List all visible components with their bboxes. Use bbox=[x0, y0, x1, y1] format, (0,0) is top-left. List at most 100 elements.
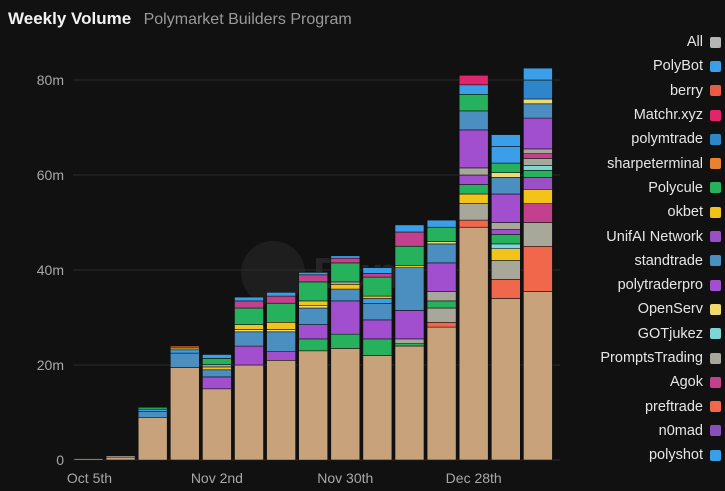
bar-segment[interactable] bbox=[490, 162, 521, 173]
bar-segment[interactable] bbox=[394, 224, 425, 233]
bar-segment[interactable] bbox=[330, 333, 361, 349]
bar-segment[interactable] bbox=[523, 203, 553, 223]
bar-segment[interactable] bbox=[105, 455, 136, 458]
legend-item[interactable]: berry bbox=[555, 79, 725, 103]
bar-stack[interactable] bbox=[362, 267, 393, 461]
bar-segment[interactable] bbox=[298, 338, 329, 352]
bar-segment[interactable] bbox=[458, 110, 489, 131]
bar-segment[interactable] bbox=[490, 243, 521, 249]
bar-segment[interactable] bbox=[362, 276, 393, 297]
bar-segment[interactable] bbox=[202, 376, 232, 390]
bar-stack[interactable] bbox=[105, 455, 136, 461]
bar-segment[interactable] bbox=[202, 388, 232, 461]
bar-segment[interactable] bbox=[523, 67, 553, 81]
bar-segment[interactable] bbox=[523, 153, 553, 159]
bar-segment[interactable] bbox=[490, 172, 521, 178]
bar-segment[interactable] bbox=[458, 167, 489, 176]
bar-segment[interactable] bbox=[394, 267, 425, 311]
bar-segment[interactable] bbox=[426, 326, 457, 461]
bar-segment[interactable] bbox=[426, 243, 457, 264]
legend-item[interactable]: PolyBot bbox=[555, 54, 725, 78]
legend-item[interactable]: preftrade bbox=[555, 394, 725, 418]
bar-segment[interactable] bbox=[490, 146, 521, 164]
bar-segment[interactable] bbox=[330, 281, 361, 285]
bar-segment[interactable] bbox=[266, 351, 296, 361]
bar-segment[interactable] bbox=[330, 348, 361, 461]
bar-segment[interactable] bbox=[137, 408, 168, 412]
legend-item[interactable]: All bbox=[555, 30, 725, 54]
bar-segment[interactable] bbox=[490, 279, 521, 299]
bar-segment[interactable] bbox=[523, 177, 553, 190]
bar-segment[interactable] bbox=[490, 193, 521, 223]
bar-stack[interactable] bbox=[266, 291, 296, 461]
bar-stack[interactable] bbox=[170, 345, 200, 461]
legend-item[interactable]: polymtrade bbox=[555, 127, 725, 151]
bar-segment[interactable] bbox=[234, 364, 264, 461]
bar-segment[interactable] bbox=[426, 291, 457, 302]
legend-item[interactable]: UnifAI Network bbox=[555, 224, 725, 248]
bar-segment[interactable] bbox=[234, 324, 264, 330]
bar-segment[interactable] bbox=[234, 331, 264, 347]
legend-item[interactable]: standtrade bbox=[555, 249, 725, 273]
bar-segment[interactable] bbox=[394, 246, 425, 266]
legend-item[interactable]: n0mad bbox=[555, 419, 725, 443]
bar-segment[interactable] bbox=[202, 358, 232, 365]
bar-segment[interactable] bbox=[266, 331, 296, 352]
bar-segment[interactable] bbox=[137, 411, 168, 418]
bar-segment[interactable] bbox=[202, 366, 232, 371]
bar-stack[interactable] bbox=[137, 406, 168, 461]
bar-stack[interactable] bbox=[458, 75, 489, 461]
bar-segment[interactable] bbox=[523, 291, 553, 461]
bar-segment[interactable] bbox=[266, 302, 296, 323]
bar-segment[interactable] bbox=[523, 117, 553, 150]
bar-segment[interactable] bbox=[426, 241, 457, 245]
bar-segment[interactable] bbox=[266, 329, 296, 333]
bar-segment[interactable] bbox=[170, 367, 200, 461]
bar-segment[interactable] bbox=[362, 302, 393, 321]
bar-segment[interactable] bbox=[234, 300, 264, 309]
bar-segment[interactable] bbox=[362, 319, 393, 340]
legend-item[interactable]: okbet bbox=[555, 200, 725, 224]
bar-segment[interactable] bbox=[105, 456, 136, 461]
bar-segment[interactable] bbox=[426, 307, 457, 323]
bar-segment[interactable] bbox=[330, 300, 361, 335]
bar-segment[interactable] bbox=[490, 298, 521, 461]
bar-stack[interactable] bbox=[298, 272, 329, 461]
bar-segment[interactable] bbox=[330, 257, 361, 264]
bar-segment[interactable] bbox=[330, 255, 361, 259]
bar-segment[interactable] bbox=[362, 338, 393, 356]
legend-item[interactable]: PromptsTrading bbox=[555, 346, 725, 370]
legend-item[interactable]: polytraderpro bbox=[555, 273, 725, 297]
bar-segment[interactable] bbox=[330, 262, 361, 283]
bar-segment[interactable] bbox=[298, 350, 329, 461]
bar-segment[interactable] bbox=[490, 177, 521, 195]
bar-segment[interactable] bbox=[458, 129, 489, 169]
bar-segment[interactable] bbox=[170, 345, 200, 349]
legend-item[interactable]: sharpeterminal bbox=[555, 151, 725, 175]
bar-stack[interactable] bbox=[426, 219, 457, 461]
bar-segment[interactable] bbox=[523, 158, 553, 166]
bar-segment[interactable] bbox=[458, 84, 489, 95]
bar-segment[interactable] bbox=[458, 227, 489, 461]
bar-segment[interactable] bbox=[458, 94, 489, 112]
bar-stack[interactable] bbox=[394, 224, 425, 461]
bar-segment[interactable] bbox=[490, 229, 521, 235]
bar-stack[interactable] bbox=[234, 296, 264, 461]
bar-segment[interactable] bbox=[523, 148, 553, 154]
bar-segment[interactable] bbox=[298, 300, 329, 306]
bar-segment[interactable] bbox=[298, 307, 329, 325]
bar-segment[interactable] bbox=[394, 264, 425, 268]
bar-segment[interactable] bbox=[523, 79, 553, 100]
bar-segment[interactable] bbox=[458, 184, 489, 195]
bar-segment[interactable] bbox=[266, 359, 296, 461]
bar-segment[interactable] bbox=[426, 262, 457, 292]
bar-segment[interactable] bbox=[490, 248, 521, 261]
bar-segment[interactable] bbox=[298, 272, 329, 276]
bar-segment[interactable] bbox=[490, 260, 521, 280]
bar-segment[interactable] bbox=[394, 345, 425, 461]
bar-segment[interactable] bbox=[458, 174, 489, 185]
bar-segment[interactable] bbox=[362, 267, 393, 274]
bar-segment[interactable] bbox=[298, 274, 329, 283]
bar-segment[interactable] bbox=[523, 98, 553, 105]
bar-segment[interactable] bbox=[170, 349, 200, 354]
